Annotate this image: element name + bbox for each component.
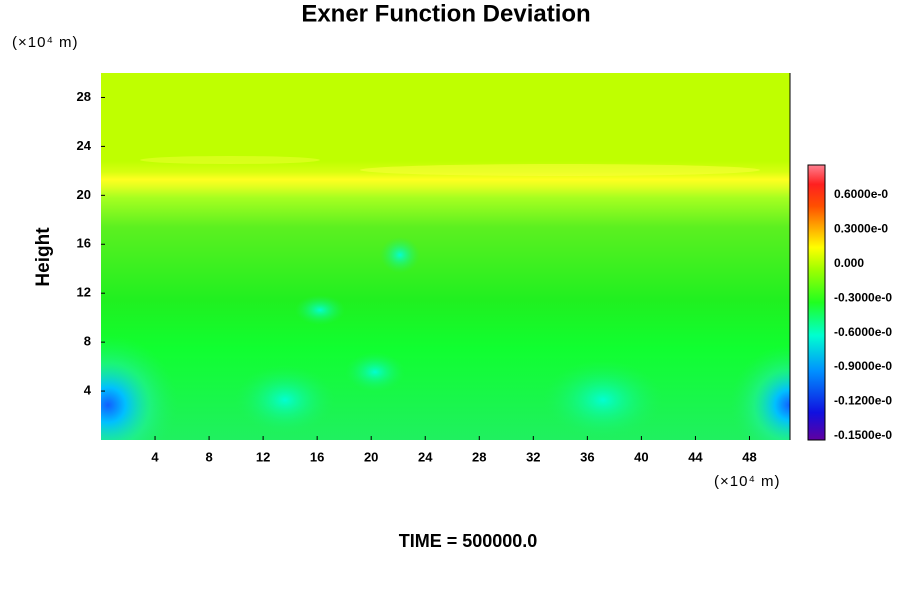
x-tick-label: 8 xyxy=(205,449,212,464)
colorbar-label: 0.3000e-0 xyxy=(834,222,888,236)
time-label: TIME = 500000.0 xyxy=(399,531,538,551)
x-tick-label: 44 xyxy=(688,449,703,464)
colorbar xyxy=(807,164,826,441)
x-tick-label: 48 xyxy=(742,449,756,464)
x-tick-label: 32 xyxy=(526,449,540,464)
y-unit-label: (×10⁴ m) xyxy=(12,34,79,51)
y-tick-label: 20 xyxy=(77,187,91,202)
chart-title: Exner Function Deviation xyxy=(301,0,590,27)
colorbar-label: -0.6000e-0 xyxy=(834,325,892,339)
y-tick-label: 16 xyxy=(77,236,91,251)
x-tick-label: 40 xyxy=(634,449,648,464)
y-tick-label: 12 xyxy=(77,285,91,300)
colorbar-label: -0.1200e-0 xyxy=(834,394,892,408)
y-tick-label: 28 xyxy=(77,89,91,104)
x-tick-label: 36 xyxy=(580,449,594,464)
x-unit-label: (×10⁴ m) xyxy=(714,473,781,490)
x-tick-label: 24 xyxy=(418,449,433,464)
x-tick-label: 12 xyxy=(256,449,270,464)
colorbar-label: 0.000 xyxy=(834,256,864,270)
x-tick-label: 16 xyxy=(310,449,324,464)
y-tick-label: 8 xyxy=(84,334,91,349)
colorbar-label: -0.1500e-0 xyxy=(834,428,892,442)
colorbar-label: -0.3000e-0 xyxy=(834,290,892,304)
colorbar-label: -0.9000e-0 xyxy=(834,359,892,373)
y-tick-label: 24 xyxy=(77,138,92,153)
y-tick-label: 4 xyxy=(84,383,92,398)
colorbar-label: 0.6000e-0 xyxy=(834,187,888,201)
x-tick-label: 4 xyxy=(151,449,159,464)
x-tick-label: 28 xyxy=(472,449,486,464)
contour-field xyxy=(101,73,790,440)
y-axis-label: Height xyxy=(33,227,54,287)
x-tick-label: 20 xyxy=(364,449,378,464)
